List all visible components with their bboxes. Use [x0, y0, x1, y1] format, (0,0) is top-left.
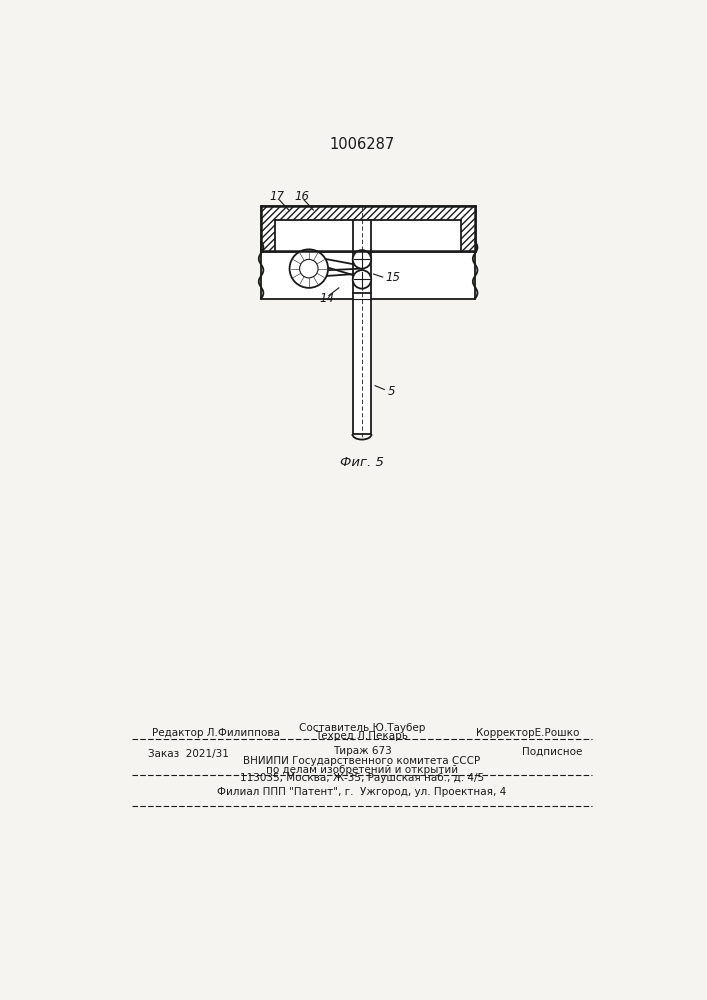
- Polygon shape: [261, 242, 475, 299]
- Text: Филиал ППП "Патент", г.  Ужгород, ул. Проектная, 4: Филиал ППП "Патент", г. Ужгород, ул. Про…: [217, 787, 507, 797]
- Text: Редактор Л.Филиппова: Редактор Л.Филиппова: [152, 728, 280, 738]
- Polygon shape: [275, 220, 461, 251]
- Polygon shape: [353, 293, 371, 434]
- Text: 5: 5: [387, 385, 395, 398]
- Text: 1006287: 1006287: [329, 137, 395, 152]
- Circle shape: [300, 259, 318, 278]
- Text: 17: 17: [270, 190, 285, 204]
- Text: 14: 14: [319, 292, 334, 305]
- Text: Заказ  2021/31: Заказ 2021/31: [148, 749, 229, 759]
- Text: Техред Л.Пекарь: Техред Л.Пекарь: [315, 731, 409, 741]
- Text: 113035, Москва, Ж-35, Раушская наб., д. 4/5: 113035, Москва, Ж-35, Раушская наб., д. …: [240, 773, 484, 783]
- Polygon shape: [261, 206, 475, 251]
- Text: 16: 16: [294, 190, 310, 204]
- Text: Тираж 673: Тираж 673: [332, 746, 392, 756]
- Text: ВНИИПИ Государственного комитета СССР: ВНИИПИ Государственного комитета СССР: [243, 756, 481, 766]
- Text: КорректорЕ.Рошко: КорректорЕ.Рошко: [476, 728, 579, 738]
- Text: Составитель Ю.Таубер: Составитель Ю.Таубер: [299, 723, 425, 733]
- Text: по делам изобретений и открытий: по делам изобретений и открытий: [266, 765, 458, 775]
- Circle shape: [290, 249, 328, 288]
- Circle shape: [353, 250, 371, 269]
- Circle shape: [353, 270, 371, 289]
- Polygon shape: [261, 206, 475, 251]
- Text: 15: 15: [386, 271, 401, 284]
- Text: Подписное: Подписное: [522, 746, 583, 756]
- Text: Фиг. 5: Фиг. 5: [340, 456, 384, 469]
